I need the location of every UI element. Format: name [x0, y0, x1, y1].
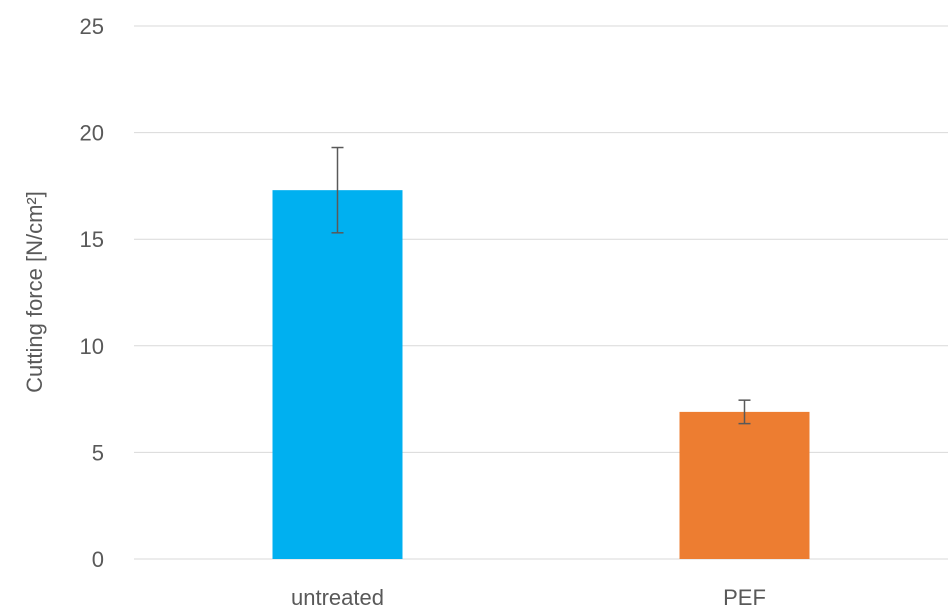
- y-axis-title: Cutting force [N/cm²]: [22, 191, 47, 393]
- y-tick-label: 5: [92, 440, 104, 465]
- y-tick-label: 15: [80, 227, 104, 252]
- x-axis-category-labels: untreated PEF: [291, 585, 766, 610]
- y-tick-label: 0: [92, 547, 104, 572]
- y-tick-label: 25: [80, 14, 104, 39]
- error-bars: [331, 146, 751, 425]
- gridlines: [134, 25, 948, 560]
- x-category-label: untreated: [291, 585, 384, 610]
- y-axis-tick-labels: 0 5 10 15 20 25: [80, 14, 104, 572]
- bar-pef: [679, 411, 810, 559]
- bar-untreated: [272, 190, 403, 559]
- x-category-label: PEF: [723, 585, 766, 610]
- y-tick-label: 10: [80, 334, 104, 359]
- y-tick-label: 20: [80, 121, 104, 146]
- bars: [272, 190, 810, 559]
